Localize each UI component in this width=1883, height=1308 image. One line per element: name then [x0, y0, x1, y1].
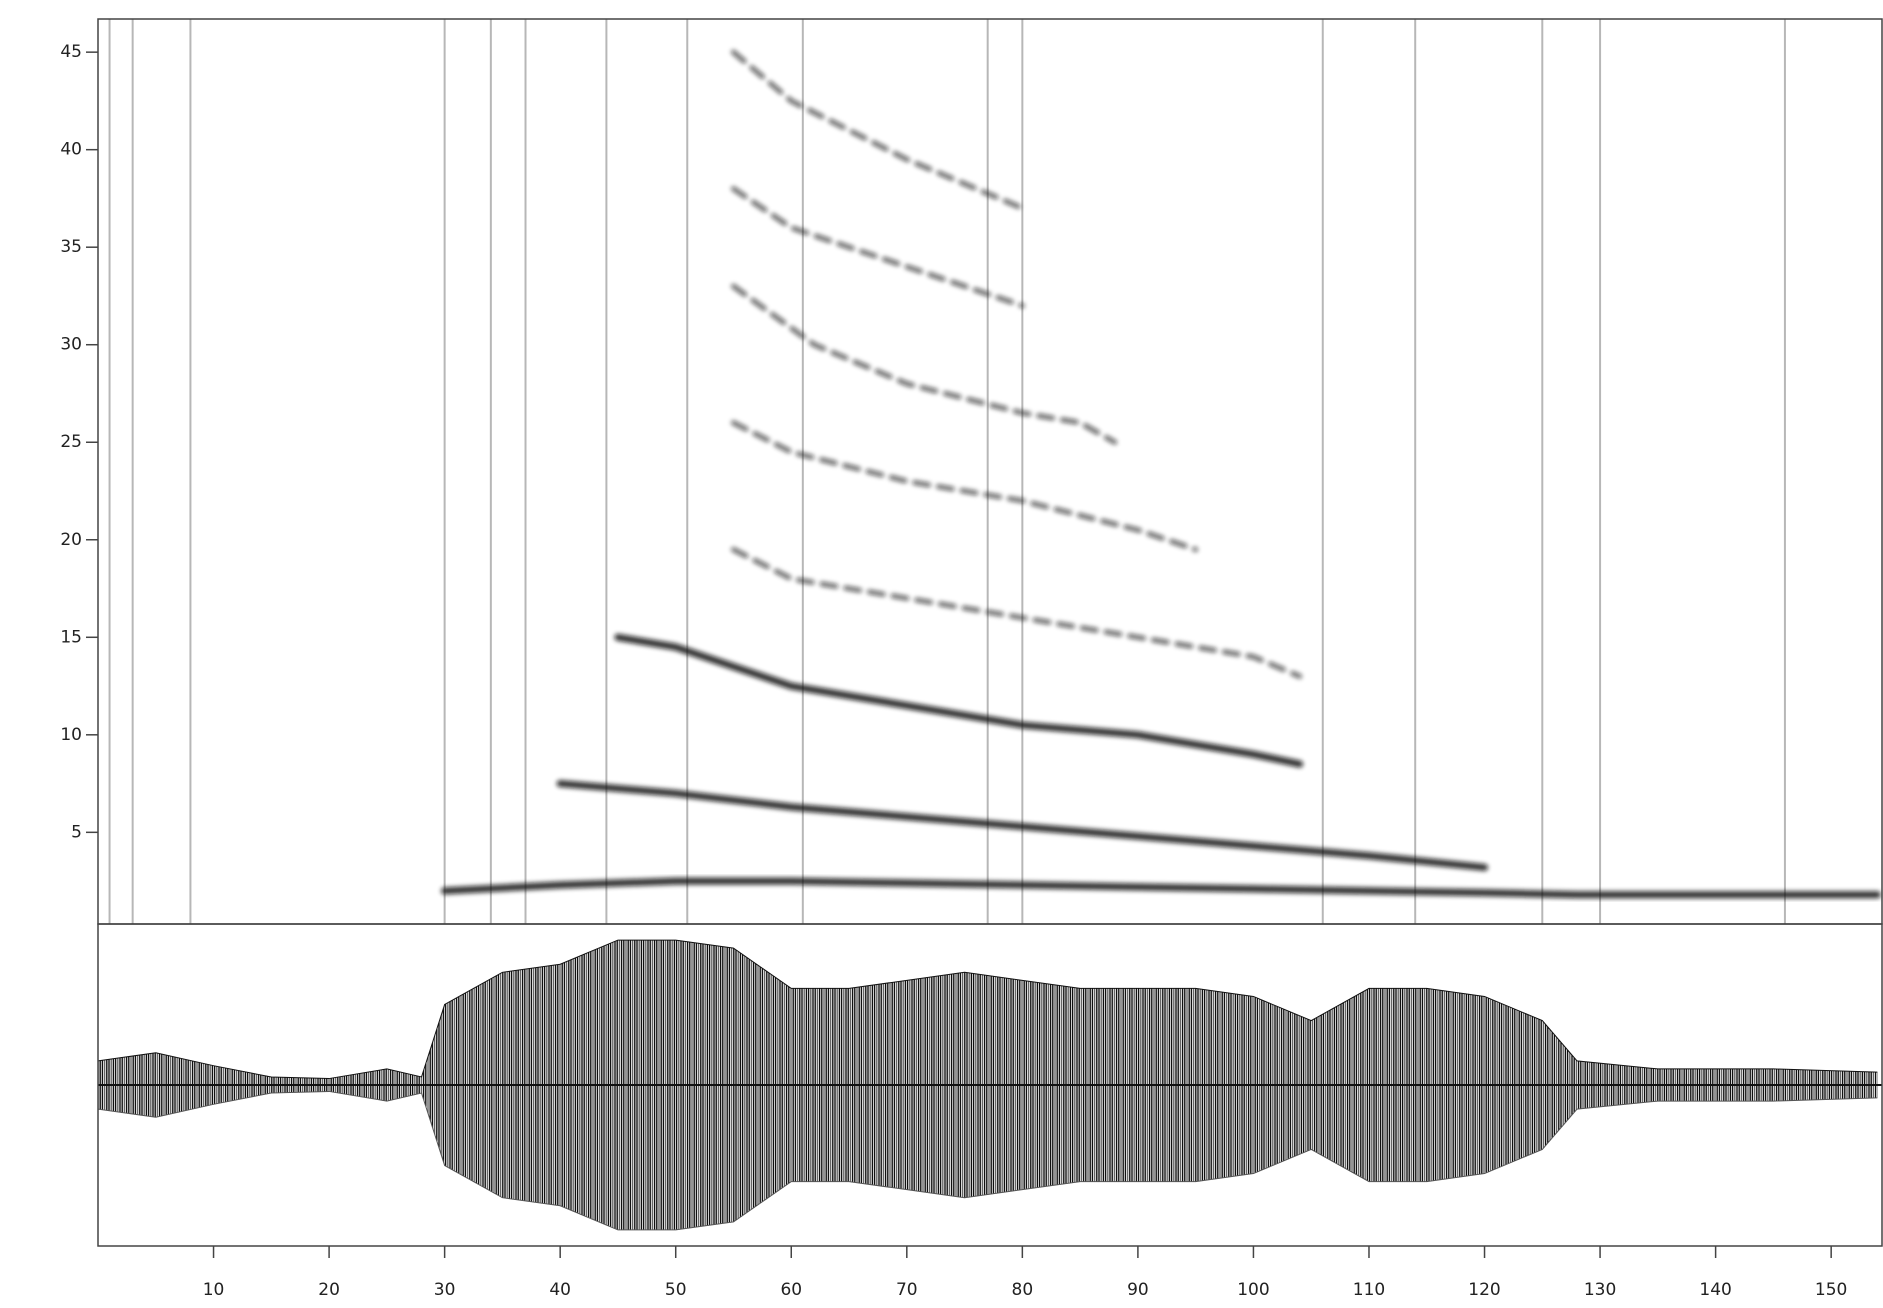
y-tick-label: 45 — [60, 42, 82, 62]
x-tick-label: 110 — [1353, 1280, 1385, 1300]
y-tick-label: 40 — [60, 140, 82, 160]
x-tick-label: 10 — [203, 1280, 225, 1300]
harmonic-track — [730, 49, 1025, 211]
x-tick-label: 60 — [780, 1280, 802, 1300]
x-tick-label: 130 — [1584, 1280, 1616, 1300]
x-tick-label: 20 — [318, 1280, 340, 1300]
x-tick-label: 30 — [434, 1280, 456, 1300]
x-tick-label: 150 — [1815, 1280, 1847, 1300]
harmonic-track — [730, 283, 1118, 445]
y-tick-label: 15 — [60, 627, 82, 647]
x-tick-label: 100 — [1237, 1280, 1269, 1300]
harmonic-track — [556, 780, 1489, 871]
y-tick-label: 25 — [60, 432, 82, 452]
y-tick-label: 30 — [60, 335, 82, 355]
y-tick-label: 10 — [60, 725, 82, 745]
x-tick-label: 90 — [1127, 1280, 1149, 1300]
harmonic-track — [730, 186, 1025, 309]
x-tick-label: 80 — [1012, 1280, 1034, 1300]
x-tick-label: 40 — [549, 1280, 571, 1300]
harmonic-track — [730, 547, 1303, 679]
x-tick-label: 120 — [1468, 1280, 1500, 1300]
x-tick-label: 70 — [896, 1280, 918, 1300]
x-tick-label: 50 — [665, 1280, 687, 1300]
harmonic-track — [614, 633, 1304, 768]
waveform-lower-envelope — [97, 1090, 1878, 1231]
y-tick-label: 20 — [60, 530, 82, 550]
harmonic-track — [441, 877, 1881, 899]
y-tick-label: 35 — [60, 237, 82, 257]
x-tick-label: 140 — [1699, 1280, 1731, 1300]
y-tick-label: 5 — [71, 822, 82, 842]
harmonic-track — [730, 420, 1199, 553]
waveform-frame — [97, 923, 1883, 1247]
waveform-upper-envelope — [97, 939, 1878, 1080]
